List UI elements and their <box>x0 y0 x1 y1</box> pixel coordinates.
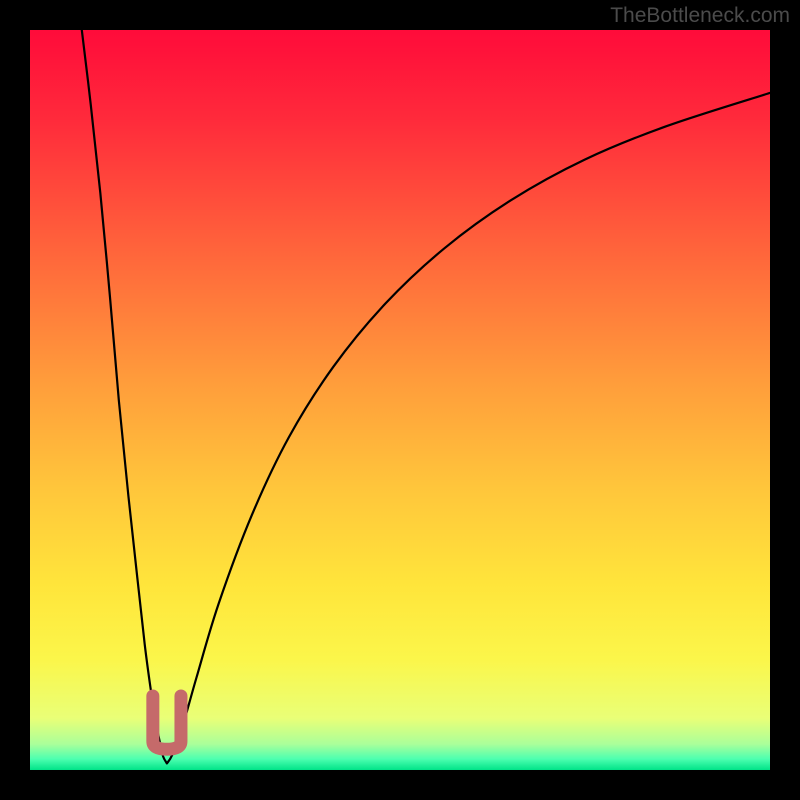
bottleneck-chart <box>0 0 800 800</box>
chart-container: TheBottleneck.com <box>0 0 800 800</box>
watermark-text: TheBottleneck.com <box>610 4 790 28</box>
